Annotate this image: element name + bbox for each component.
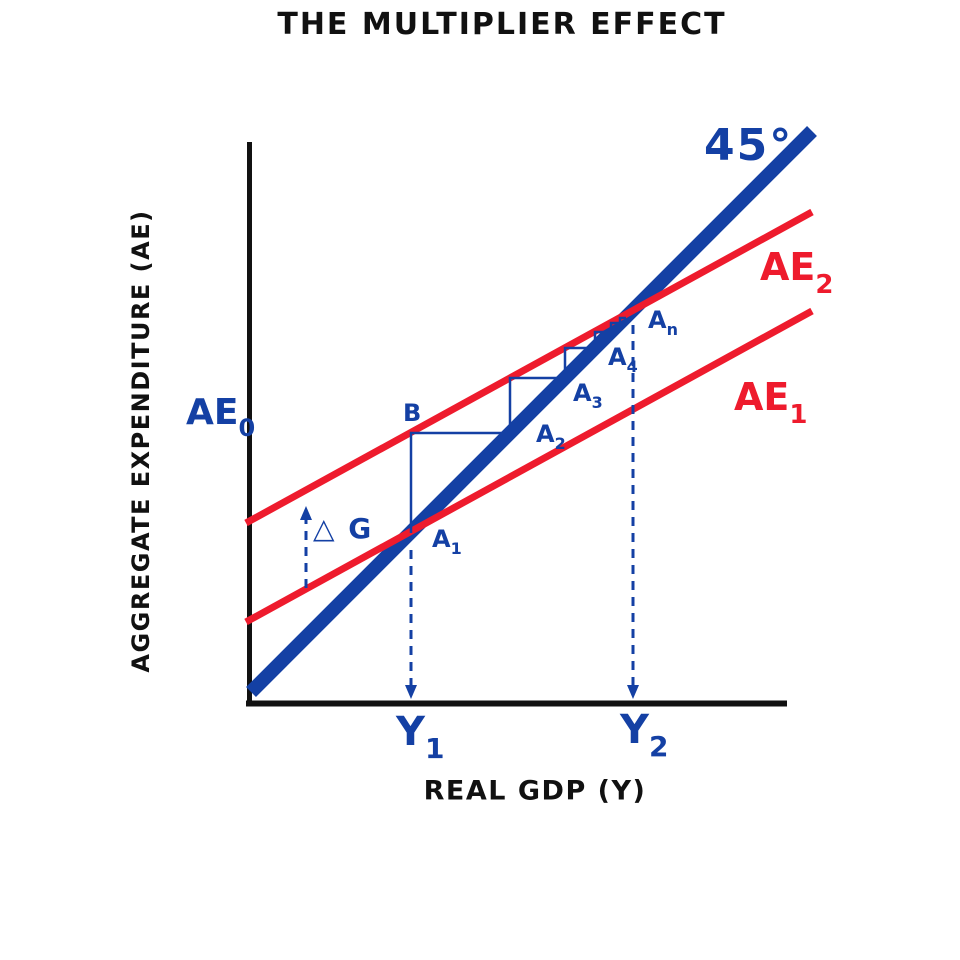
ae1-label: AE1	[734, 375, 807, 430]
ae2-line	[244, 208, 814, 527]
ae0-label: AE0	[186, 392, 255, 442]
y2-tick-label: Y2	[619, 707, 668, 763]
45-degree-label: 45°	[704, 120, 793, 171]
point-a4-label: A4	[608, 343, 638, 376]
page-title: THE MULTIPLIER EFFECT	[277, 7, 727, 42]
45-degree-line	[246, 126, 817, 697]
point-b-label: B	[403, 399, 421, 427]
ae1-line	[244, 307, 814, 626]
delta-g-label: △ G	[313, 512, 373, 545]
y1-tick-label: Y1	[395, 709, 444, 765]
multiplier-staircase	[409, 316, 626, 533]
point-a3-label: A3	[573, 379, 603, 412]
point-a2-label: A2	[536, 420, 566, 453]
x-axis-label: REAL GDP (Y)	[423, 775, 647, 807]
ae2-label: AE2	[760, 245, 833, 300]
point-a1-label: A1	[432, 525, 462, 558]
point-an-label: An	[648, 306, 678, 339]
